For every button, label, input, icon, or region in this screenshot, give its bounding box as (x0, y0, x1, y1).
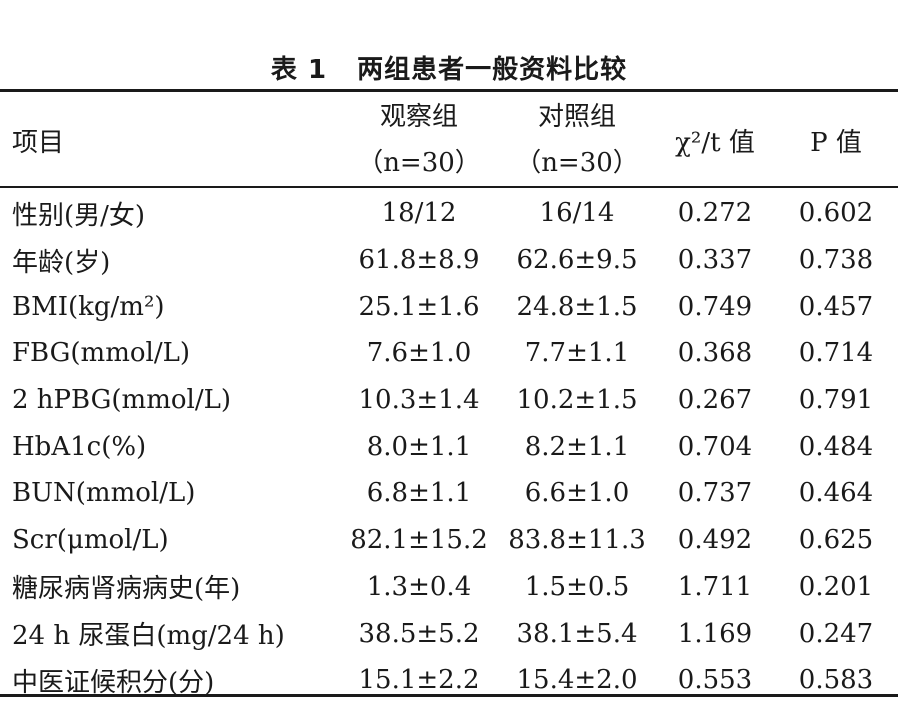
table-row: Scr(μmol/L) 82.1±15.2 83.8±11.3 0.492 0.625 (0, 517, 898, 564)
row-observation-cell: 6.8±1.1 (366, 478, 472, 509)
control-group-name: 对照组 (537, 102, 616, 132)
row-item-cell: HbA1c(%) (12, 431, 147, 462)
table-caption: 表 1 两组患者一般资料比较 (0, 52, 898, 88)
row-item-cell: 2 hPBG(mmol/L) (12, 385, 231, 416)
row-observation-cell: 10.3±1.4 (358, 385, 480, 416)
comparison-table: 项目 观察组 （n=30） 对照组 （n=30） χ²/t 值 P 值 性别(男… (0, 92, 898, 704)
row-control-cell: 15.4±2.0 (516, 665, 638, 696)
row-p-value-cell: 0.625 (798, 525, 874, 556)
row-item-cell: BMI(kg/m²) (12, 291, 165, 322)
row-observation-cell: 82.1±15.2 (350, 525, 488, 556)
row-item-cell: 糖尿病肾病病史(年) (12, 574, 241, 605)
row-p-value-cell: 0.201 (798, 571, 874, 602)
row-observation-cell: 61.8±8.9 (358, 245, 480, 276)
table-row: 中医证候积分(分) 15.1±2.2 15.4±2.0 0.553 0.583 (0, 657, 898, 704)
row-control-cell: 1.5±0.5 (524, 571, 630, 602)
row-observation-cell: 18/12 (381, 198, 457, 229)
row-observation-cell: 38.5±5.2 (358, 618, 480, 649)
table-row: BUN(mmol/L) 6.8±1.1 6.6±1.0 0.737 0.464 (0, 470, 898, 517)
row-statistic-cell: 1.169 (677, 618, 753, 649)
row-item-cell: 中医证候积分(分) (12, 667, 215, 698)
row-statistic-cell: 0.553 (677, 665, 753, 696)
row-item-cell: Scr(μmol/L) (12, 525, 169, 556)
row-observation-cell: 7.6±1.0 (366, 338, 472, 369)
row-p-value-cell: 0.247 (798, 618, 874, 649)
header-statistic: χ²/t 值 (675, 127, 755, 158)
row-observation-cell: 15.1±2.2 (358, 665, 480, 696)
table-row: 性别(男/女) 18/12 16/14 0.272 0.602 (0, 190, 898, 237)
row-item-cell: BUN(mmol/L) (12, 478, 196, 509)
table-body: 性别(男/女) 18/12 16/14 0.272 0.602 年龄(岁) 61.8±8.9… (0, 188, 898, 704)
row-item-cell: 年龄(岁) (12, 247, 111, 278)
table-row: 年龄(岁) 61.8±8.9 62.6±9.5 0.337 0.738 (0, 237, 898, 284)
row-control-cell: 6.6±1.0 (524, 478, 630, 509)
table-row: 24 h 尿蛋白(mg/24 h) 38.5±5.2 38.1±5.4 1.169 0.… (0, 610, 898, 657)
row-statistic-cell: 1.711 (677, 571, 753, 602)
row-control-cell: 83.8±11.3 (508, 525, 646, 556)
row-p-value-cell: 0.791 (798, 385, 874, 416)
header-observation-group: 观察组 （n=30） (340, 92, 498, 188)
row-p-value-cell: 0.457 (798, 291, 874, 322)
row-statistic-cell: 0.272 (677, 198, 753, 229)
bottom-rule (0, 694, 898, 697)
table-row: BMI(kg/m²) 25.1±1.6 24.8±1.5 0.749 0.457 (0, 283, 898, 330)
row-control-cell: 7.7±1.1 (524, 338, 630, 369)
header-control-group: 对照组 （n=30） (498, 92, 656, 188)
row-p-value-cell: 0.583 (798, 665, 874, 696)
control-group-n: （n=30） (515, 148, 639, 178)
row-item-cell: FBG(mmol/L) (12, 338, 190, 369)
table-header: 项目 观察组 （n=30） 对照组 （n=30） χ²/t 值 P 值 (0, 92, 898, 188)
row-observation-cell: 25.1±1.6 (358, 291, 480, 322)
row-control-cell: 10.2±1.5 (516, 385, 638, 416)
header-rule (0, 186, 898, 188)
row-item-cell: 性别(男/女) (12, 200, 146, 231)
header-item: 项目 (12, 127, 65, 158)
row-control-cell: 38.1±5.4 (516, 618, 638, 649)
table-row: 糖尿病肾病病史(年) 1.3±0.4 1.5±0.5 1.711 0.201 (0, 564, 898, 611)
row-statistic-cell: 0.737 (677, 478, 753, 509)
row-statistic-cell: 0.749 (677, 291, 753, 322)
row-control-cell: 62.6±9.5 (516, 245, 638, 276)
row-statistic-cell: 0.368 (677, 338, 753, 369)
row-observation-cell: 8.0±1.1 (366, 431, 472, 462)
row-statistic-cell: 0.704 (677, 431, 753, 462)
row-control-cell: 16/14 (539, 198, 615, 229)
table-row: 2 hPBG(mmol/L) 10.3±1.4 10.2±1.5 0.267 0.791 (0, 377, 898, 424)
header-p-value: P 值 (810, 127, 862, 158)
row-p-value-cell: 0.464 (798, 478, 874, 509)
row-statistic-cell: 0.267 (677, 385, 753, 416)
observation-group-n: （n=30） (357, 148, 481, 178)
row-p-value-cell: 0.738 (798, 245, 874, 276)
row-p-value-cell: 0.714 (798, 338, 874, 369)
table-row: FBG(mmol/L) 7.6±1.0 7.7±1.1 0.368 0.714 (0, 330, 898, 377)
row-observation-cell: 1.3±0.4 (366, 571, 472, 602)
row-p-value-cell: 0.484 (798, 431, 874, 462)
row-statistic-cell: 0.492 (677, 525, 753, 556)
row-control-cell: 8.2±1.1 (524, 431, 630, 462)
row-p-value-cell: 0.602 (798, 198, 874, 229)
table-number: 表 1 (270, 55, 328, 85)
top-rule (0, 89, 898, 92)
row-item-cell: 24 h 尿蛋白(mg/24 h) (12, 621, 285, 652)
table-row: HbA1c(%) 8.0±1.1 8.2±1.1 0.704 0.484 (0, 423, 898, 470)
table-title: 两组患者一般资料比较 (357, 55, 628, 85)
row-control-cell: 24.8±1.5 (516, 291, 638, 322)
row-statistic-cell: 0.337 (677, 245, 753, 276)
observation-group-name: 观察组 (379, 102, 458, 132)
